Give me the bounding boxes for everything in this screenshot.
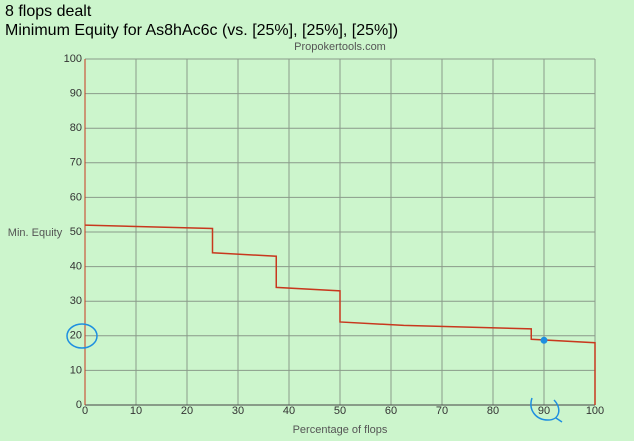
x-tick-label: 100	[586, 405, 604, 417]
y-tick-label: 80	[70, 122, 82, 134]
x-tick-label: 60	[385, 405, 397, 417]
y-tick-label: 60	[70, 191, 82, 203]
x-tick-label: 90	[538, 405, 550, 417]
y-tick-label: 0	[76, 399, 82, 411]
x-tick-label: 30	[232, 405, 244, 417]
chart-subtitle: Minimum Equity for As8hAc6c (vs. [25%], …	[5, 22, 398, 39]
y-tick-label: 100	[64, 53, 82, 65]
x-tick-label: 10	[130, 405, 142, 417]
x-tick-label: 20	[181, 405, 193, 417]
y-tick-label: 10	[70, 364, 82, 376]
x-tick-label: 50	[334, 405, 346, 417]
y-tick-label: 30	[70, 295, 82, 307]
y-tick-label: 40	[70, 261, 82, 273]
y-tick-label: 50	[70, 226, 82, 238]
annotation-circle	[66, 323, 98, 349]
y-tick-label: 20	[70, 330, 82, 342]
x-axis-label: Percentage of flops	[293, 424, 388, 436]
annotation-circle	[530, 397, 563, 423]
highlight-point	[540, 336, 548, 344]
y-axis-label: Min. Equity	[8, 227, 63, 239]
x-tick-label: 40	[283, 405, 295, 417]
y-tick-label: 90	[70, 88, 82, 100]
x-tick-label: 70	[436, 405, 448, 417]
source: Propokertools.com	[294, 41, 386, 53]
x-tick-label: 0	[82, 405, 88, 417]
chart-title: 8 flops dealt	[5, 3, 92, 20]
x-tick-label: 80	[487, 405, 499, 417]
y-tick-label: 70	[70, 157, 82, 169]
